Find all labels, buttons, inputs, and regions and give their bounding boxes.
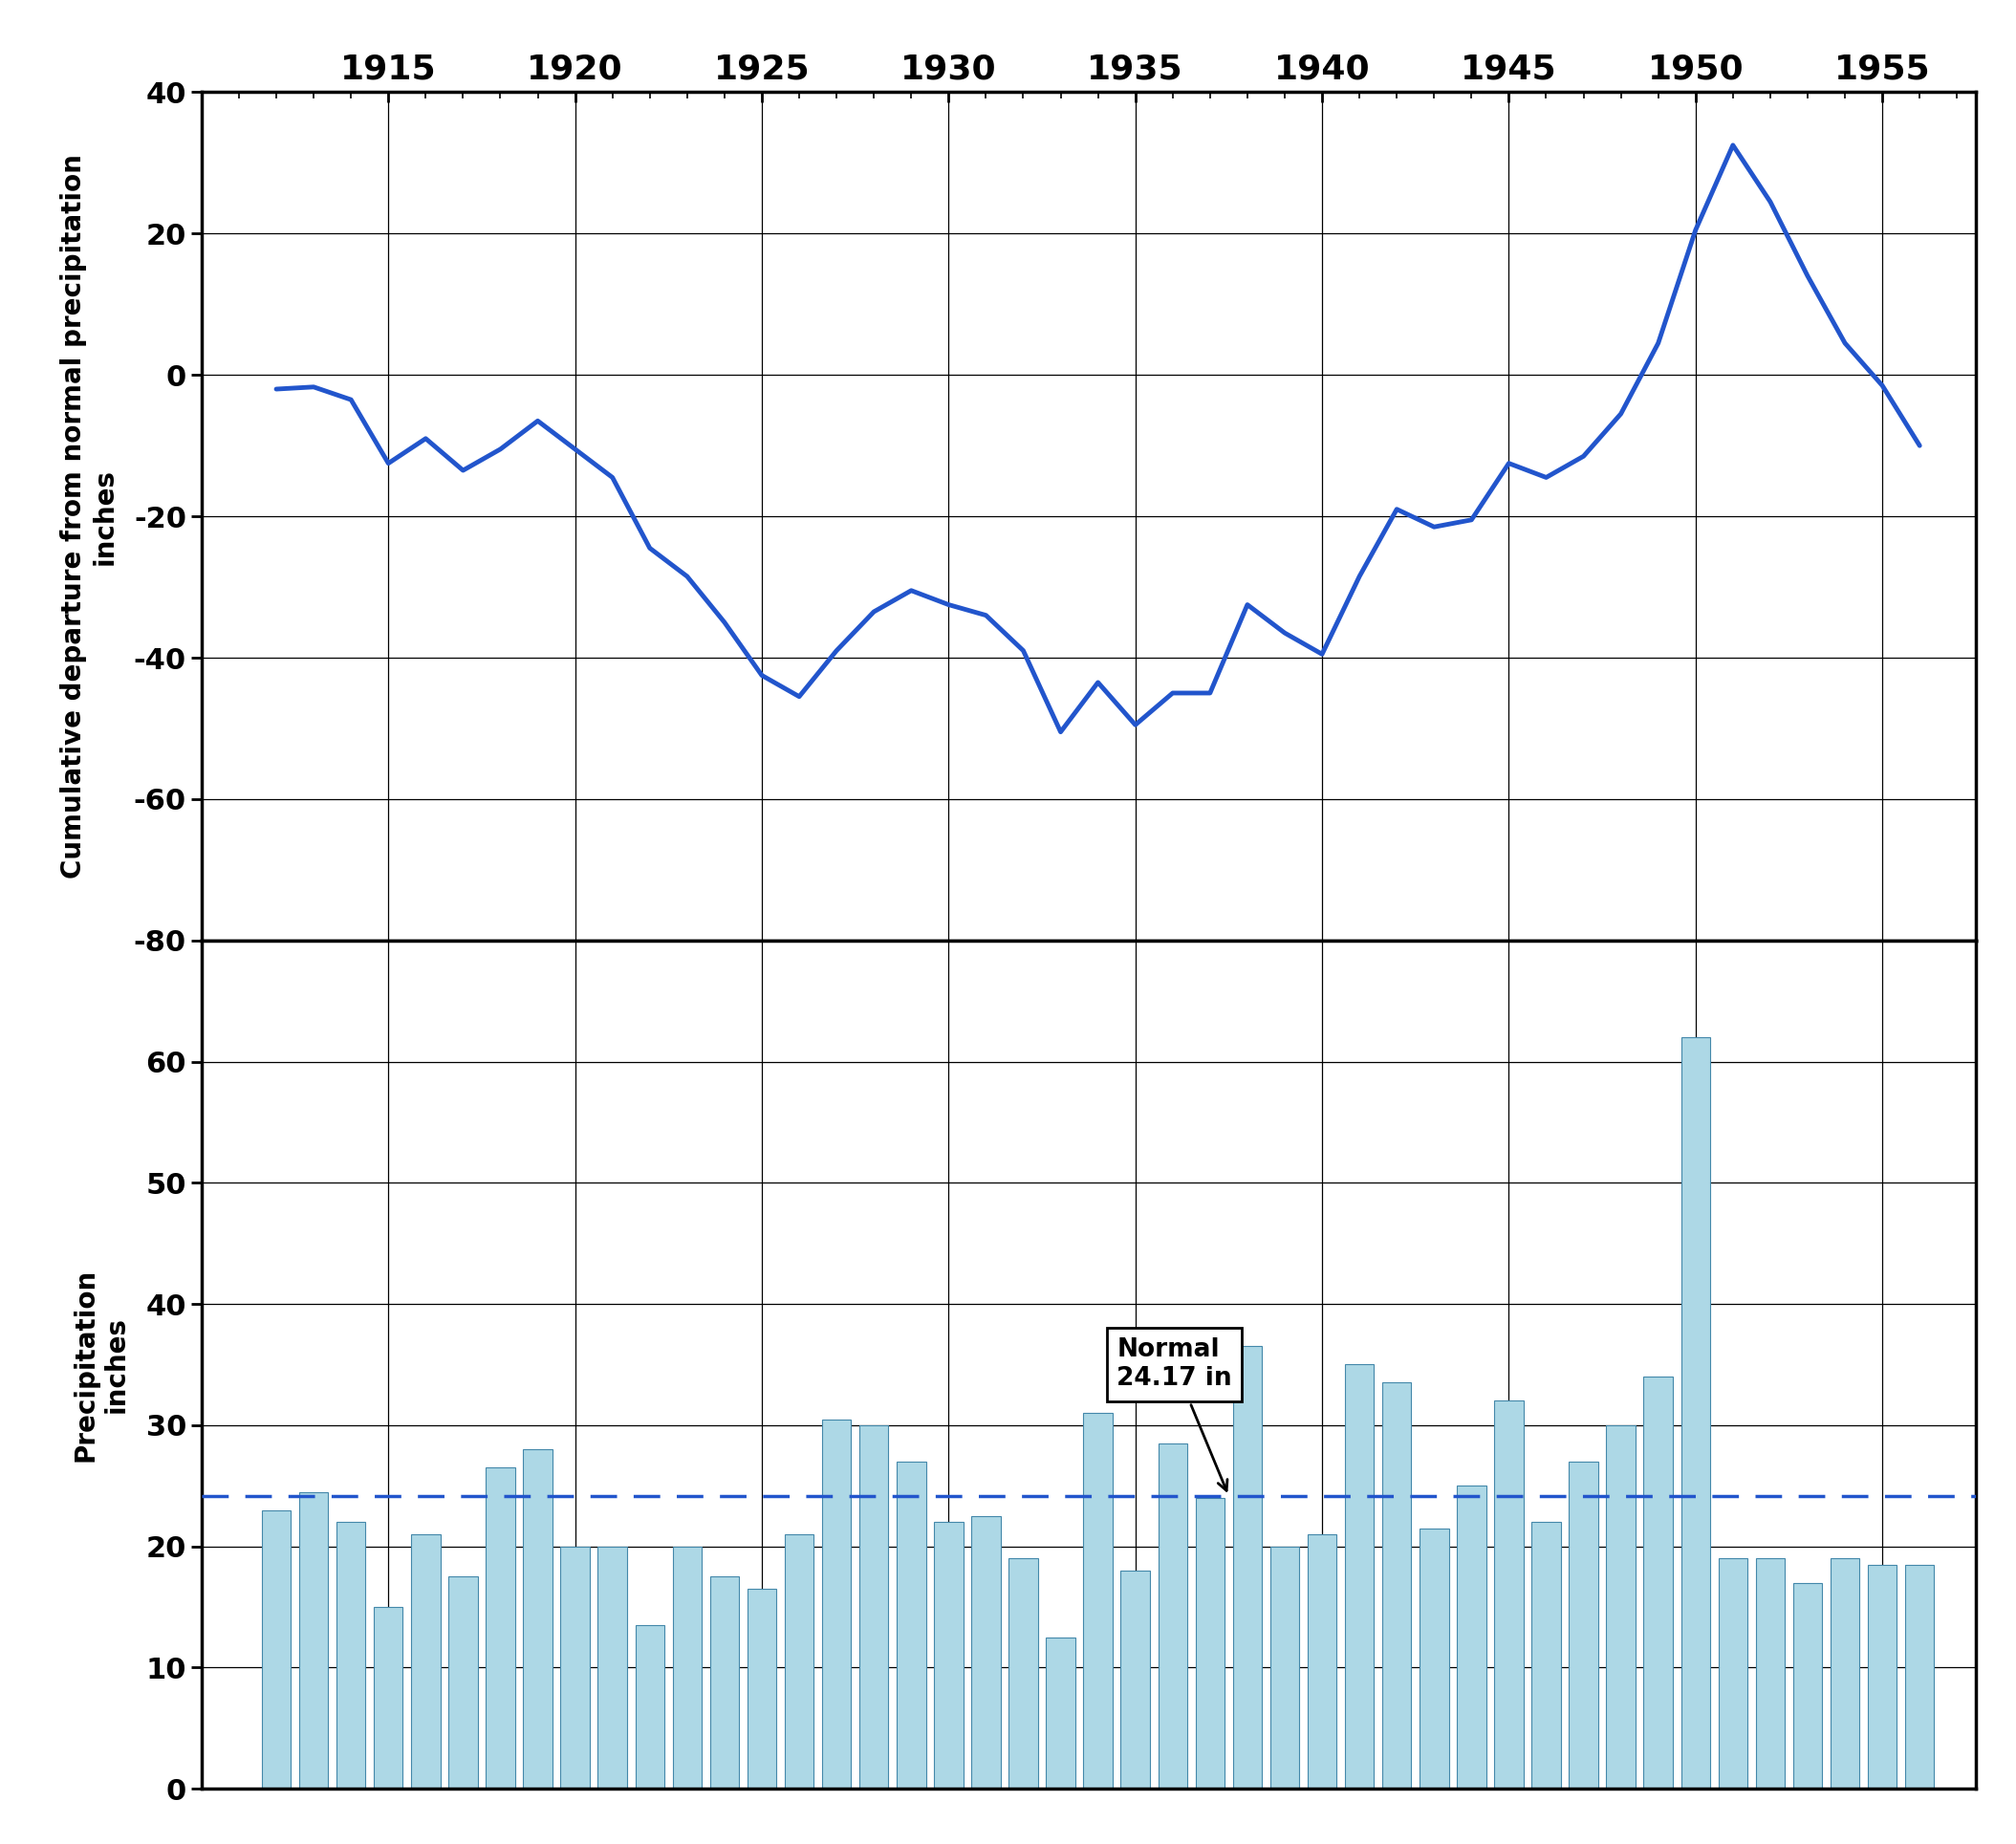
Bar bbox=[1308, 1534, 1337, 1789]
Bar bbox=[1121, 1571, 1149, 1789]
Bar bbox=[1532, 1521, 1560, 1789]
Bar bbox=[1383, 1383, 1411, 1789]
Y-axis label: Cumulative departure from normal precipitation
inches: Cumulative departure from normal precipi… bbox=[60, 155, 117, 878]
Bar bbox=[1607, 1425, 1635, 1789]
Bar bbox=[784, 1534, 814, 1789]
Bar bbox=[1568, 1462, 1599, 1789]
Bar bbox=[1718, 1558, 1748, 1789]
Bar bbox=[635, 1625, 665, 1789]
Bar bbox=[1831, 1558, 1859, 1789]
Bar bbox=[972, 1516, 1000, 1789]
Bar bbox=[1494, 1401, 1524, 1789]
Bar bbox=[1756, 1558, 1784, 1789]
Bar bbox=[1867, 1564, 1897, 1789]
Bar bbox=[1157, 1444, 1187, 1789]
Bar bbox=[897, 1462, 925, 1789]
Bar bbox=[823, 1420, 851, 1789]
Y-axis label: Precipitation
inches: Precipitation inches bbox=[73, 1269, 129, 1460]
Bar bbox=[560, 1547, 589, 1789]
Bar bbox=[448, 1577, 478, 1789]
Bar bbox=[859, 1425, 889, 1789]
Bar bbox=[748, 1590, 776, 1789]
Bar bbox=[1046, 1637, 1075, 1789]
Bar bbox=[673, 1547, 702, 1789]
Bar bbox=[262, 1510, 290, 1789]
Bar bbox=[1792, 1582, 1822, 1789]
Bar bbox=[1008, 1558, 1038, 1789]
Bar bbox=[1270, 1547, 1298, 1789]
Bar bbox=[1195, 1497, 1224, 1789]
Text: Normal
24.17 in: Normal 24.17 in bbox=[1117, 1337, 1232, 1490]
Bar bbox=[1234, 1346, 1262, 1789]
Bar bbox=[524, 1449, 552, 1789]
Bar bbox=[599, 1547, 627, 1789]
Bar bbox=[710, 1577, 740, 1789]
Bar bbox=[1083, 1413, 1113, 1789]
Bar bbox=[411, 1534, 439, 1789]
Bar bbox=[1681, 1038, 1710, 1789]
Bar bbox=[298, 1492, 329, 1789]
Bar bbox=[1345, 1365, 1375, 1789]
Bar bbox=[373, 1606, 403, 1789]
Bar bbox=[1643, 1377, 1673, 1789]
Bar bbox=[933, 1521, 964, 1789]
Bar bbox=[486, 1468, 514, 1789]
Bar bbox=[1419, 1529, 1450, 1789]
Bar bbox=[337, 1521, 365, 1789]
Bar bbox=[1905, 1564, 1933, 1789]
Bar bbox=[1458, 1486, 1486, 1789]
